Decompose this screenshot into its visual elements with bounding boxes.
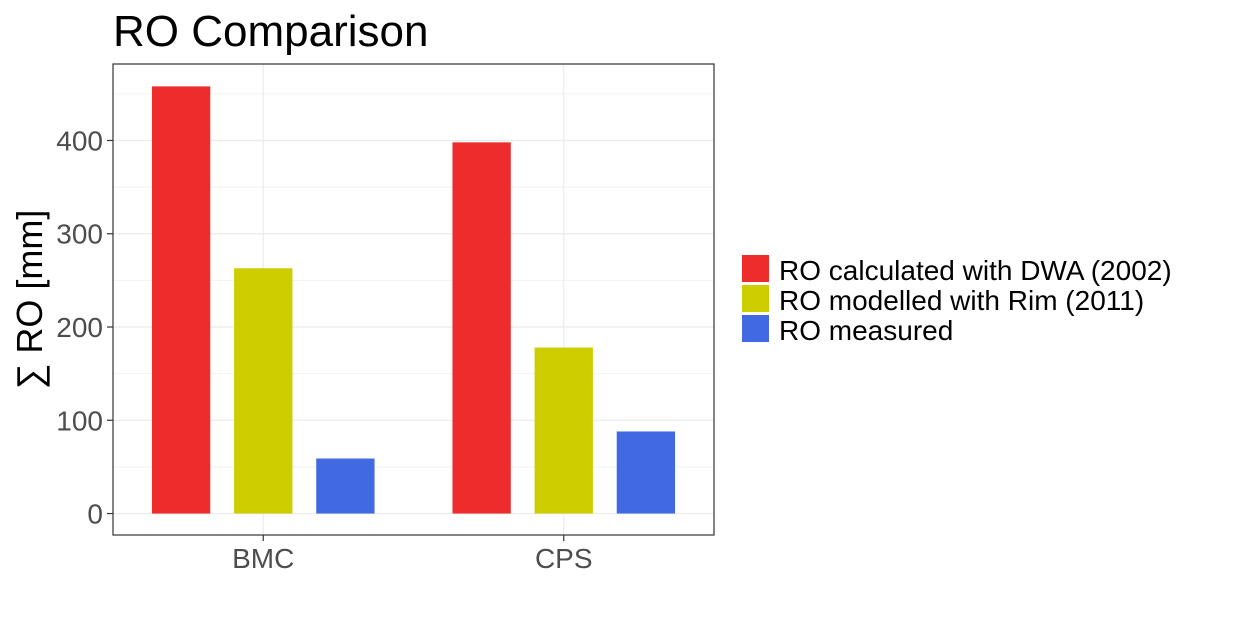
y-tick-label: 200	[56, 312, 103, 343]
bar-bmc-series-2	[234, 268, 293, 514]
y-axis-label: ∑ RO [mm]	[9, 210, 50, 390]
legend-label: RO measured	[779, 315, 953, 346]
bar-bmc-series-3	[316, 458, 375, 514]
legend-swatch	[742, 315, 769, 342]
legend-label: RO calculated with DWA (2002)	[779, 255, 1172, 286]
y-tick-label: 0	[87, 499, 103, 530]
bar-bmc-series-1	[151, 86, 211, 514]
y-tick-label: 300	[56, 219, 103, 250]
bar-cps-series-3	[616, 431, 676, 514]
legend-swatch	[742, 285, 769, 312]
plot-panel: 0 100 200 300 400 BMC CPS	[56, 63, 715, 574]
chart-title: RO Comparison	[113, 7, 428, 56]
legend-label: RO modelled with Rim (2011)	[779, 285, 1144, 316]
legend: RO calculated with DWA (2002)RO modelled…	[742, 255, 1172, 346]
y-tick-label: 100	[56, 405, 103, 436]
panel-border	[112, 63, 715, 536]
y-tick-label: 400	[56, 125, 103, 156]
x-tick-label: BMC	[232, 543, 294, 574]
bar-cps-series-1	[452, 142, 511, 514]
bar-cps-series-2	[534, 347, 593, 514]
x-tick-label: CPS	[535, 543, 593, 574]
legend-swatch	[742, 255, 769, 282]
